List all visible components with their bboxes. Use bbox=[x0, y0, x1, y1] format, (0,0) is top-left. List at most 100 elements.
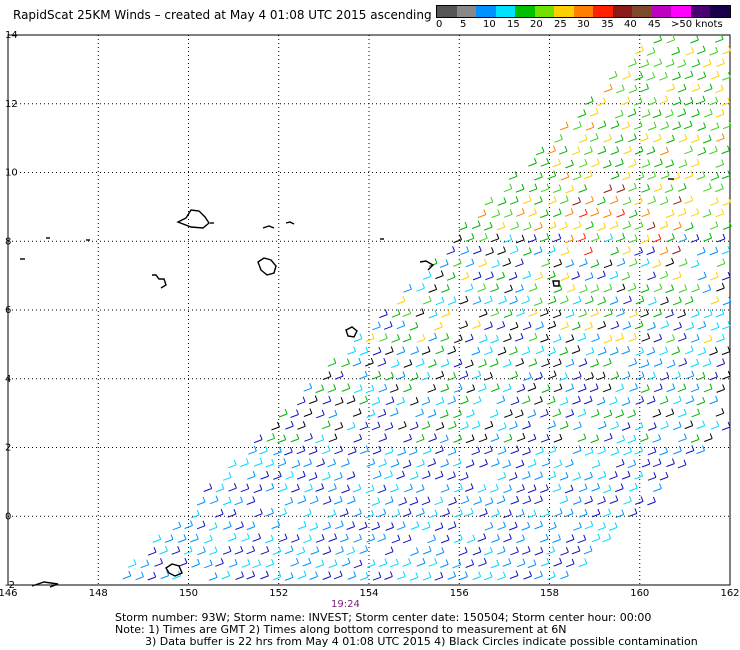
wind-barb bbox=[677, 59, 687, 68]
wind-barb bbox=[615, 509, 625, 518]
wind-barb bbox=[308, 446, 318, 455]
wind-barb bbox=[222, 472, 232, 481]
wind-barb bbox=[697, 71, 707, 81]
wind-barb bbox=[341, 383, 351, 392]
wind-barb bbox=[409, 496, 419, 506]
wind-barb bbox=[648, 296, 657, 306]
wind-barb bbox=[666, 458, 675, 468]
wind-barb bbox=[335, 520, 344, 530]
wind-barb bbox=[528, 358, 538, 367]
wind-barb bbox=[383, 321, 393, 330]
wind-barb bbox=[352, 357, 362, 367]
wind-barb bbox=[359, 571, 369, 581]
wind-barb bbox=[359, 370, 368, 380]
wind-barb bbox=[590, 259, 600, 268]
wind-barb bbox=[502, 258, 512, 267]
wind-barb bbox=[221, 570, 231, 580]
wind-barb bbox=[365, 333, 375, 342]
wind-barb bbox=[227, 508, 237, 518]
wind-barb bbox=[390, 384, 399, 393]
wind-barb bbox=[377, 358, 387, 367]
wind-barb bbox=[652, 233, 662, 243]
wind-barb bbox=[516, 558, 526, 568]
wind-barb bbox=[589, 107, 599, 117]
wind-barb bbox=[490, 433, 500, 442]
wind-barb bbox=[172, 521, 182, 531]
island-outline bbox=[419, 260, 435, 271]
wind-barb bbox=[391, 309, 401, 318]
wind-barb bbox=[503, 234, 513, 243]
wind-barb bbox=[721, 97, 731, 106]
wind-barb bbox=[665, 109, 674, 118]
wind-barb bbox=[372, 572, 382, 581]
wind-barb bbox=[628, 84, 638, 94]
wind-barb bbox=[697, 147, 707, 156]
wind-barb bbox=[353, 559, 363, 569]
wind-barb bbox=[503, 183, 513, 193]
wind-barb bbox=[484, 321, 493, 331]
wind-barb bbox=[702, 134, 712, 144]
wind-barb bbox=[510, 445, 520, 455]
wind-barb bbox=[515, 459, 525, 469]
wind-barb bbox=[678, 234, 688, 243]
wind-barb bbox=[322, 496, 332, 505]
wind-barb bbox=[447, 372, 457, 381]
scale-label: 5 bbox=[460, 19, 467, 30]
wind-barb bbox=[422, 572, 432, 581]
wind-barb bbox=[684, 96, 694, 106]
wind-barb bbox=[678, 333, 687, 342]
wind-barb bbox=[359, 346, 369, 356]
wind-barb bbox=[341, 358, 350, 368]
wind-barb bbox=[334, 397, 344, 406]
wind-barb bbox=[603, 334, 613, 344]
wind-barb bbox=[597, 446, 606, 455]
wind-barb bbox=[690, 358, 700, 368]
wind-barb bbox=[490, 559, 500, 569]
wind-barb bbox=[460, 271, 470, 281]
wind-barb bbox=[421, 371, 431, 381]
longitude-label: 148 bbox=[89, 588, 108, 599]
wind-barb bbox=[659, 246, 669, 256]
wind-barb bbox=[677, 183, 687, 192]
wind-barb bbox=[678, 159, 688, 169]
wind-barb bbox=[614, 109, 624, 119]
wind-barb bbox=[547, 196, 557, 205]
scale-swatch bbox=[612, 6, 632, 17]
wind-barb bbox=[622, 246, 631, 255]
wind-barb bbox=[416, 459, 425, 468]
wind-barb bbox=[590, 434, 600, 444]
wind-barb bbox=[509, 245, 519, 255]
wind-barb bbox=[246, 496, 256, 505]
wind-barb bbox=[253, 484, 263, 494]
wind-barb bbox=[365, 509, 374, 519]
wind-barb bbox=[684, 70, 694, 80]
wind-barb bbox=[190, 533, 199, 543]
wind-barb bbox=[446, 272, 456, 281]
latitude-label: 4 bbox=[5, 374, 11, 385]
wind-barb bbox=[464, 283, 474, 293]
wind-barb bbox=[534, 222, 543, 231]
wind-barb bbox=[678, 433, 687, 443]
wind-barb bbox=[378, 383, 388, 393]
wind-barb bbox=[454, 334, 463, 344]
wind-barb bbox=[715, 408, 725, 417]
wind-barb bbox=[547, 471, 557, 480]
wind-barb bbox=[690, 383, 700, 393]
wind-barb bbox=[552, 309, 562, 319]
wind-barb bbox=[604, 233, 613, 243]
wind-barb bbox=[685, 47, 695, 56]
wind-barb bbox=[366, 409, 376, 418]
wind-barb bbox=[522, 222, 532, 231]
wind-barb bbox=[466, 384, 476, 393]
wind-barb bbox=[416, 507, 425, 517]
wind-barb bbox=[577, 534, 587, 544]
wind-barb bbox=[371, 497, 381, 506]
latitude-label: 8 bbox=[5, 236, 11, 247]
wind-barb bbox=[503, 309, 513, 318]
wind-barb bbox=[490, 334, 499, 344]
wind-barb bbox=[672, 371, 681, 380]
wind-barb bbox=[616, 434, 626, 444]
wind-barb bbox=[577, 383, 587, 393]
wind-barb bbox=[710, 70, 720, 80]
wind-barb bbox=[672, 245, 681, 255]
